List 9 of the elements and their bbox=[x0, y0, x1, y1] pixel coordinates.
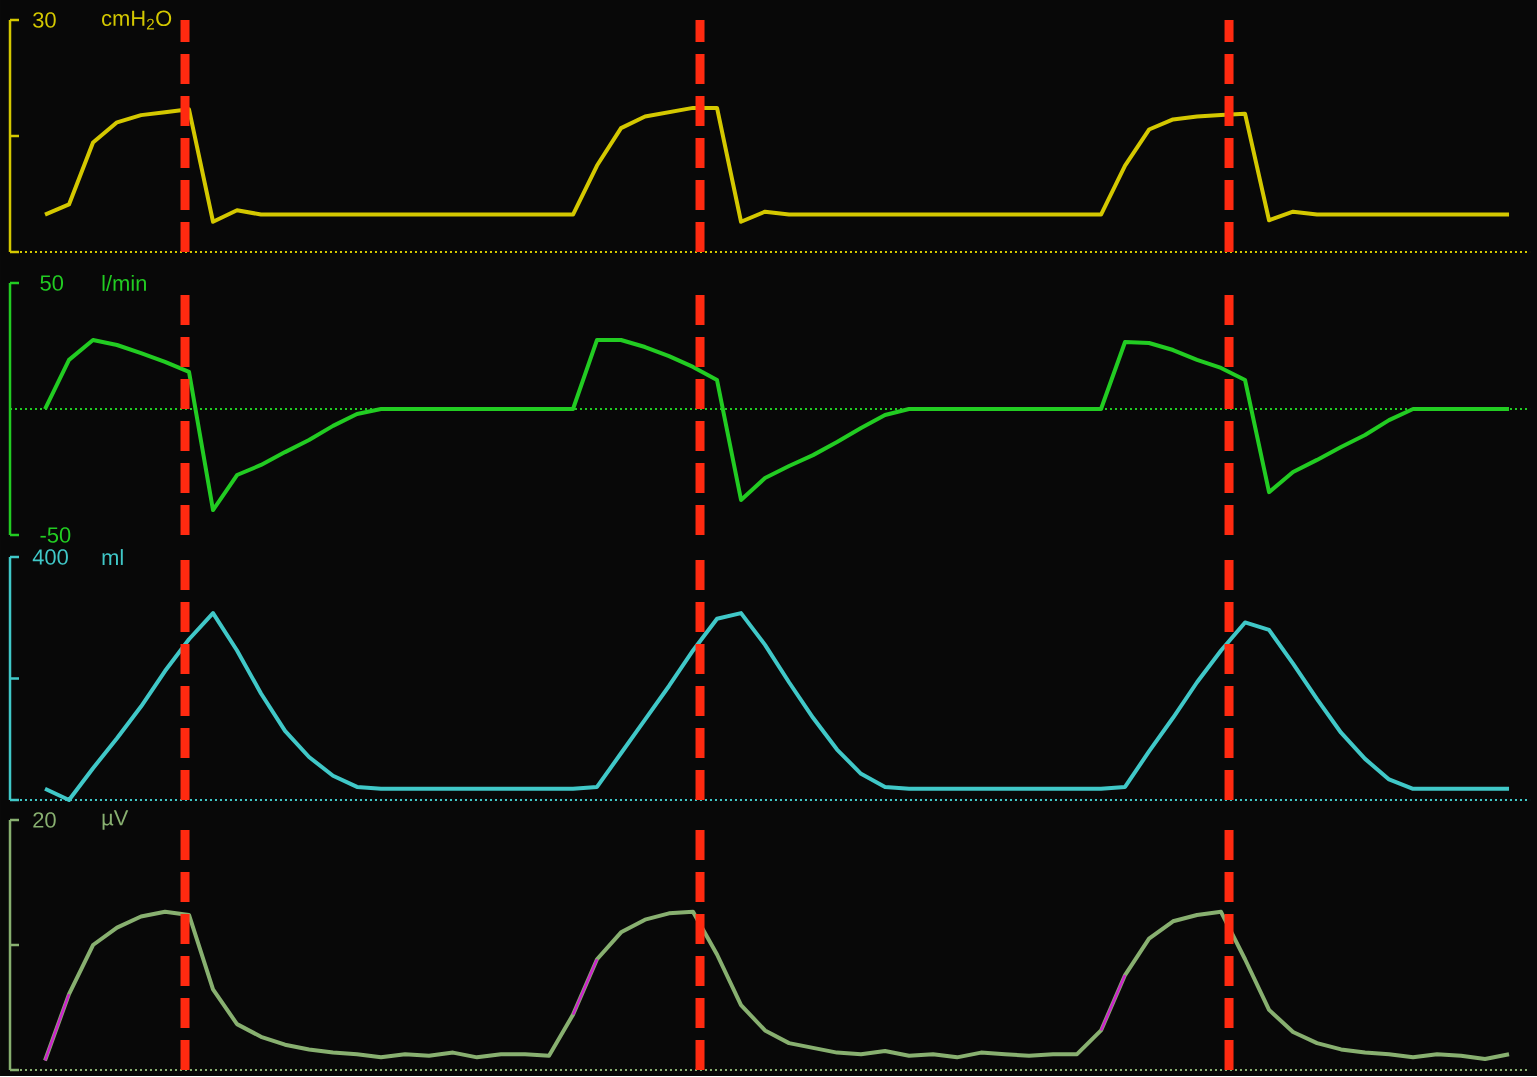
text: 30 bbox=[33, 12, 56, 28]
y-axis-title: µV bbox=[102, 810, 129, 830]
y-tick-label: 50 bbox=[40, 275, 64, 291]
y-axis-title: l/min bbox=[102, 274, 146, 291]
y-axis-title: cmH$_{2}$O bbox=[102, 10, 172, 30]
y-axis-title: ml bbox=[102, 548, 123, 565]
y-tick-label: -50 bbox=[40, 527, 71, 543]
text: 400 bbox=[32, 549, 68, 565]
text: 20 bbox=[33, 812, 56, 828]
